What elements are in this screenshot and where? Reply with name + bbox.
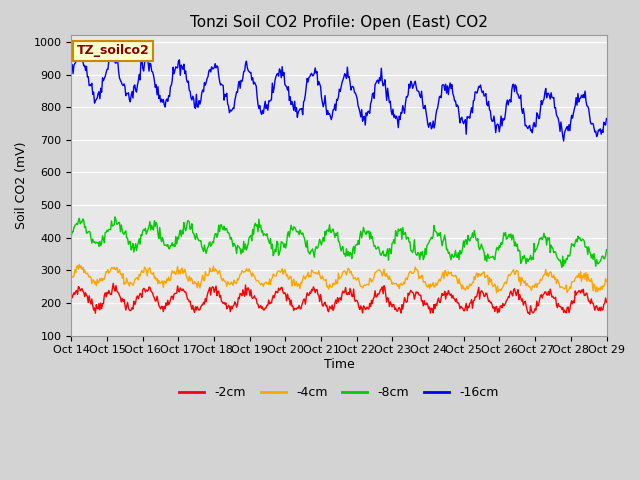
Text: TZ_soilco2: TZ_soilco2 — [77, 44, 149, 57]
X-axis label: Time: Time — [323, 358, 355, 371]
Y-axis label: Soil CO2 (mV): Soil CO2 (mV) — [15, 142, 28, 229]
Legend: -2cm, -4cm, -8cm, -16cm: -2cm, -4cm, -8cm, -16cm — [174, 382, 504, 405]
Title: Tonzi Soil CO2 Profile: Open (East) CO2: Tonzi Soil CO2 Profile: Open (East) CO2 — [190, 15, 488, 30]
